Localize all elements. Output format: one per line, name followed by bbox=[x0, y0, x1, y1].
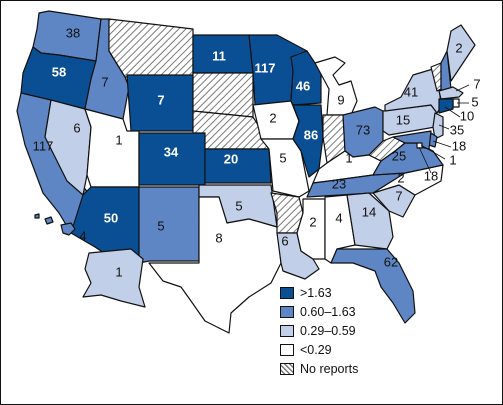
label-KS: 20 bbox=[224, 151, 238, 166]
legend-label: 0.29–0.59 bbox=[300, 323, 356, 338]
legend-swatch bbox=[280, 324, 294, 337]
label-TX: 8 bbox=[215, 230, 222, 245]
state-FL bbox=[330, 248, 416, 324]
label-ID: 7 bbox=[101, 74, 108, 89]
label-AL: 4 bbox=[335, 210, 342, 225]
legend-swatch bbox=[280, 362, 294, 375]
label-ME: 2 bbox=[455, 40, 462, 55]
label-MO: 5 bbox=[279, 150, 286, 165]
state-HI bbox=[34, 213, 76, 236]
state-MA bbox=[438, 86, 464, 100]
label-WI: 46 bbox=[296, 78, 310, 93]
label-TN: 23 bbox=[332, 176, 346, 191]
state-WI bbox=[290, 50, 322, 106]
legend-swatch bbox=[280, 286, 294, 299]
label-DC: 18 bbox=[424, 168, 438, 183]
label-NM: 5 bbox=[157, 218, 164, 233]
label-WY: 7 bbox=[157, 92, 164, 107]
label-MS: 2 bbox=[309, 214, 316, 229]
label-WA: 38 bbox=[66, 25, 80, 40]
label-HI: 4 bbox=[79, 228, 86, 243]
label-MA: 7 bbox=[473, 76, 480, 91]
legend-label: 0.60–1.63 bbox=[300, 304, 356, 319]
state-MI bbox=[314, 56, 358, 116]
legend-swatch bbox=[280, 343, 294, 356]
label-NV: 6 bbox=[73, 120, 80, 135]
label-OH: 73 bbox=[356, 122, 370, 137]
label-AK: 1 bbox=[115, 264, 122, 279]
state-AK bbox=[82, 248, 146, 308]
state-NJ bbox=[432, 112, 444, 140]
legend-item: No reports bbox=[280, 359, 400, 378]
label-CO: 34 bbox=[164, 144, 179, 159]
label-PA: 15 bbox=[396, 112, 410, 127]
label-OR: 58 bbox=[52, 64, 66, 79]
label-NY: 41 bbox=[404, 84, 418, 99]
legend-item: 0.29–0.59 bbox=[280, 321, 400, 340]
label-CA: 117 bbox=[33, 138, 54, 153]
legend-label: >1.63 bbox=[300, 285, 332, 300]
label-NJ: 35 bbox=[450, 122, 464, 137]
state-MT bbox=[108, 18, 194, 78]
state-CT bbox=[438, 98, 454, 114]
label-KY: 1 bbox=[345, 150, 352, 165]
map-legend: >1.63 0.60–1.63 0.29–0.59 <0.29 No repor… bbox=[280, 283, 400, 378]
label-IL: 86 bbox=[304, 127, 318, 142]
legend-label: <0.29 bbox=[300, 342, 332, 357]
legend-swatch bbox=[280, 305, 294, 318]
label-ND: 11 bbox=[212, 48, 226, 63]
legend-item: >1.63 bbox=[280, 283, 400, 302]
state-DC bbox=[416, 142, 423, 149]
state-ME bbox=[446, 24, 476, 82]
state-SD bbox=[192, 72, 254, 118]
legend-label: No reports bbox=[300, 361, 359, 376]
state-NM bbox=[138, 186, 200, 264]
state-TX bbox=[148, 196, 282, 334]
label-SC: 7 bbox=[395, 188, 402, 203]
label-MI: 9 bbox=[337, 92, 344, 107]
label-NC: 2 bbox=[397, 170, 404, 185]
label-GA: 14 bbox=[362, 204, 376, 219]
label-OK: 5 bbox=[235, 198, 242, 213]
label-LA: 6 bbox=[281, 233, 288, 248]
state-IL bbox=[292, 104, 324, 178]
state-KS bbox=[204, 148, 272, 184]
label-DE: 18 bbox=[452, 138, 466, 153]
label-UT: 1 bbox=[115, 132, 122, 147]
state-GA bbox=[346, 192, 394, 250]
label-CT: 10 bbox=[460, 108, 474, 123]
label-RI: 5 bbox=[471, 94, 478, 109]
label-AZ: 50 bbox=[104, 210, 118, 225]
label-FL: 62 bbox=[384, 254, 398, 269]
label-MD: 1 bbox=[449, 152, 456, 167]
label-VA: 25 bbox=[392, 148, 406, 163]
label-MN: 117 bbox=[255, 60, 276, 75]
legend-item: 0.60–1.63 bbox=[280, 302, 400, 321]
callout-leaders bbox=[418, 84, 470, 174]
legend-item: <0.29 bbox=[280, 340, 400, 359]
label-IA: 2 bbox=[269, 110, 276, 125]
